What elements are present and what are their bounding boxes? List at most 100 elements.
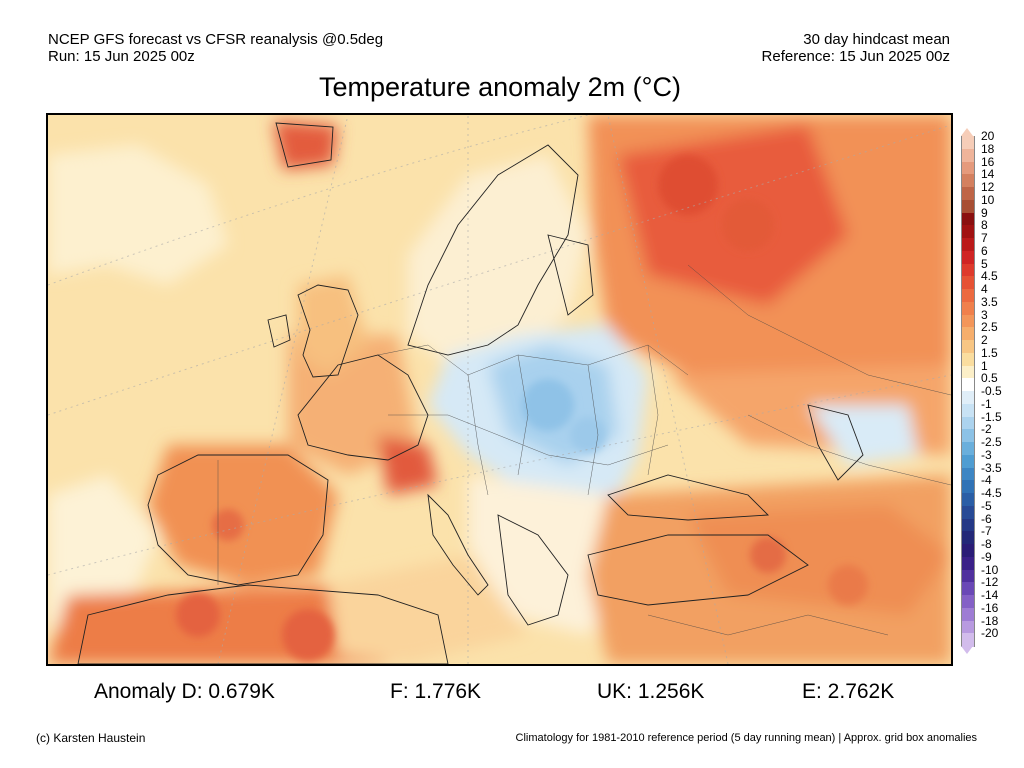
colorbar-swatch: [961, 544, 975, 558]
anomaly-uk: UK: 1.256K: [597, 680, 705, 703]
colorbar-label: 12: [981, 180, 995, 194]
colorbar-swatch: [961, 429, 975, 443]
colorbar-swatch: [961, 480, 975, 494]
colorbar-swatch: [961, 467, 975, 481]
colorbar-swatch: [961, 340, 975, 354]
colorbar-label: 8: [981, 218, 988, 233]
colorbar-swatch: [961, 174, 975, 188]
colorbar-label: -1.5: [981, 409, 1002, 424]
colorbar-swatch: [961, 148, 975, 162]
colorbar-swatch: [961, 391, 975, 405]
colorbar-swatch: [961, 633, 975, 647]
anomaly-details: [176, 155, 868, 661]
colorbar-swatch: [961, 225, 975, 239]
colorbar-label: -8: [981, 537, 992, 551]
colorbar-label: 16: [981, 154, 995, 169]
anomaly-europe: E: 2.762K: [802, 680, 895, 703]
colorbar-label: -7: [981, 524, 992, 539]
colorbar-label: 10: [981, 192, 995, 207]
colorbar-swatch: [961, 607, 975, 621]
colorbar-swatch: [961, 569, 975, 583]
colorbar-swatch: [961, 314, 975, 328]
colorbar-label: -2.5: [981, 435, 1002, 449]
colorbar-label: 1: [981, 358, 988, 373]
colorbar-swatch: [961, 276, 975, 290]
colorbar-swatch: [961, 378, 975, 392]
colorbar-label: 4.5: [981, 269, 998, 284]
country-borders: [217, 264, 951, 636]
colorbar-label: -3.5: [981, 460, 1002, 475]
header-right: 30 day hindcast mean Reference: 15 Jun 2…: [762, 31, 950, 65]
colorbar-swatch: [961, 454, 975, 468]
colorbar-swatch: [961, 199, 975, 213]
coastlines: [77, 122, 864, 664]
colorbar-label: 2: [981, 333, 988, 347]
colorbar-label: 0.5: [981, 371, 998, 386]
colorbar-label: 4: [981, 282, 988, 296]
map-graphic: [48, 115, 951, 664]
colorbar-label: 3: [981, 307, 988, 322]
colorbar-label: -5: [981, 498, 992, 513]
colorbar-label: 7: [981, 231, 988, 245]
colorbar-swatch: [961, 161, 975, 175]
colorbar-label: -14: [981, 588, 999, 602]
colorbar: 20 18 16 14 12 10 9 8 7 6 5 4.5 4 3.5 3 2.5 2 1.5 1 0.5 -0.5…: [958, 128, 1024, 654]
colorbar-swatch: [961, 403, 975, 417]
colorbar-swatch: [961, 595, 975, 609]
colorbar-label: -20: [981, 626, 999, 641]
colorbar-swatch: [961, 493, 975, 507]
colorbar-swatch: [961, 327, 975, 341]
colorbar-swatch: [961, 505, 975, 519]
colorbar-label: -4: [981, 473, 992, 488]
colorbar-label: -16: [981, 600, 999, 615]
colorbar-swatch: [961, 416, 975, 430]
colorbar-label: 1.5: [981, 345, 998, 360]
colorbar-label: 14: [981, 167, 995, 182]
colorbar-label: -4.5: [981, 486, 1002, 500]
colorbar-swatch: [961, 620, 975, 634]
colorbar-label: -18: [981, 613, 999, 628]
colorbar-swatch: [961, 442, 975, 456]
colorbar-label: -6: [981, 511, 992, 526]
colorbar-swatch: [961, 352, 975, 366]
anomaly-map: [46, 113, 953, 666]
colorbar-label: -1: [981, 396, 992, 411]
colorbar-label: -12: [981, 575, 999, 590]
colorbar-min-arrow: [961, 646, 973, 654]
colorbar-label: -2: [981, 422, 992, 437]
colorbar-swatch: [961, 365, 975, 379]
colorbar-label: -3: [981, 447, 992, 462]
colorbar-label: 20: [981, 129, 995, 143]
anomaly-germany: Anomaly D: 0.679K: [94, 680, 275, 703]
colorbar-label: 18: [981, 141, 995, 156]
colorbar-swatch: [961, 212, 975, 226]
run-time: Run: 15 Jun 2025 00z: [48, 48, 195, 65]
model-description: NCEP GFS forecast vs CFSR reanalysis @0.…: [48, 31, 384, 48]
colorbar-label: 3.5: [981, 294, 998, 309]
colorbar-label: -0.5: [981, 384, 1002, 398]
header-left: NCEP GFS forecast vs CFSR reanalysis @0.…: [48, 31, 383, 65]
colorbar-swatch: [961, 556, 975, 570]
colorbar-swatch: [961, 250, 975, 264]
colorbar-swatch: [961, 582, 975, 596]
colorbar-swatch: [961, 531, 975, 545]
reference-time: Reference: 15 Jun 2025 00z: [761, 48, 950, 65]
colorbar-swatch: [961, 136, 975, 150]
hindcast-label: 30 day hindcast mean: [803, 31, 950, 48]
colorbar-swatch: [961, 518, 975, 532]
colorbar-max-arrow: [961, 128, 973, 136]
colorbar-label: -9: [981, 549, 992, 564]
anomaly-france: F: 1.776K: [390, 680, 482, 703]
colorbar-label: 2.5: [981, 320, 998, 335]
colorbar-label: 6: [981, 243, 988, 258]
colorbar-swatch: [961, 187, 975, 201]
colorbar-label: -10: [981, 562, 999, 577]
climatology-note: Climatology for 1981-2010 reference peri…: [515, 732, 977, 744]
colorbar-swatch: [961, 238, 975, 252]
colorbar-swatch: [961, 263, 975, 277]
colorbar-label: 5: [981, 256, 988, 271]
copyright: (c) Karsten Haustein: [36, 731, 146, 745]
colorbar-swatch: [961, 289, 975, 303]
graticule: [48, 115, 951, 664]
map-title: Temperature anomaly 2m (°C): [319, 72, 681, 102]
